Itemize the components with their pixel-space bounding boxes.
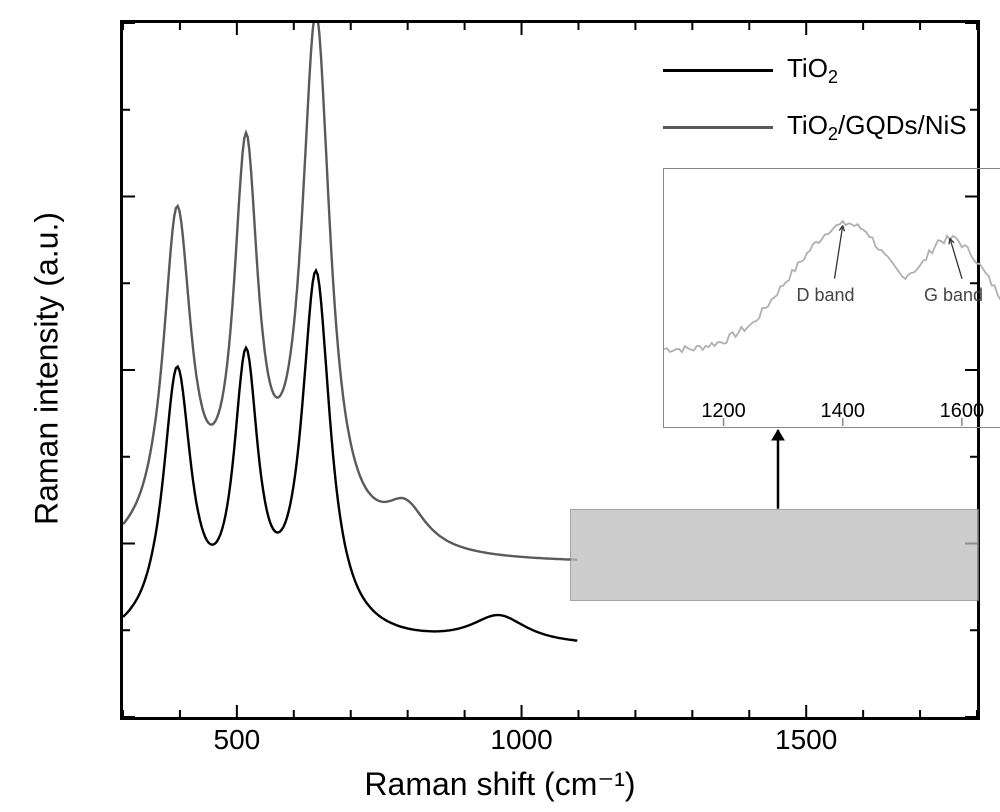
inset-x-tick: 1600 xyxy=(940,400,985,423)
x-axis-label: Raman shift (cm⁻¹) xyxy=(0,765,1000,803)
legend-item: TiO2/GQDs/NiS xyxy=(663,110,967,145)
legend-label: TiO2 xyxy=(787,53,838,83)
inset-x-tick: 1200 xyxy=(701,400,746,423)
x-tick-label: 1500 xyxy=(775,724,837,756)
x-tick-label: 1000 xyxy=(490,724,552,756)
x-tick-label: 500 xyxy=(214,724,261,756)
series-TiO2/GQDs/NiS xyxy=(123,23,577,560)
legend: TiO2 TiO2/GQDs/NiS xyxy=(663,53,967,145)
legend-item: TiO2 xyxy=(663,53,967,88)
y-axis-label: Raman intensity (a.u.) xyxy=(29,119,66,619)
callout-arrow xyxy=(763,415,793,524)
inset-annotation: G band xyxy=(924,285,983,306)
legend-swatch xyxy=(663,126,773,129)
legend-swatch xyxy=(663,69,773,72)
inset-annotation: D band xyxy=(797,285,855,306)
legend-label: TiO2/GQDs/NiS xyxy=(787,110,967,140)
raman-figure: 1200140016001800D bandG band TiO2TiO2/GQ… xyxy=(0,0,1000,812)
inset-frame: 1200140016001800D bandG band xyxy=(663,168,1000,428)
inset-x-tick: 1400 xyxy=(820,400,865,423)
plot-frame: 1200140016001800D bandG band TiO2TiO2/GQ… xyxy=(120,20,980,720)
